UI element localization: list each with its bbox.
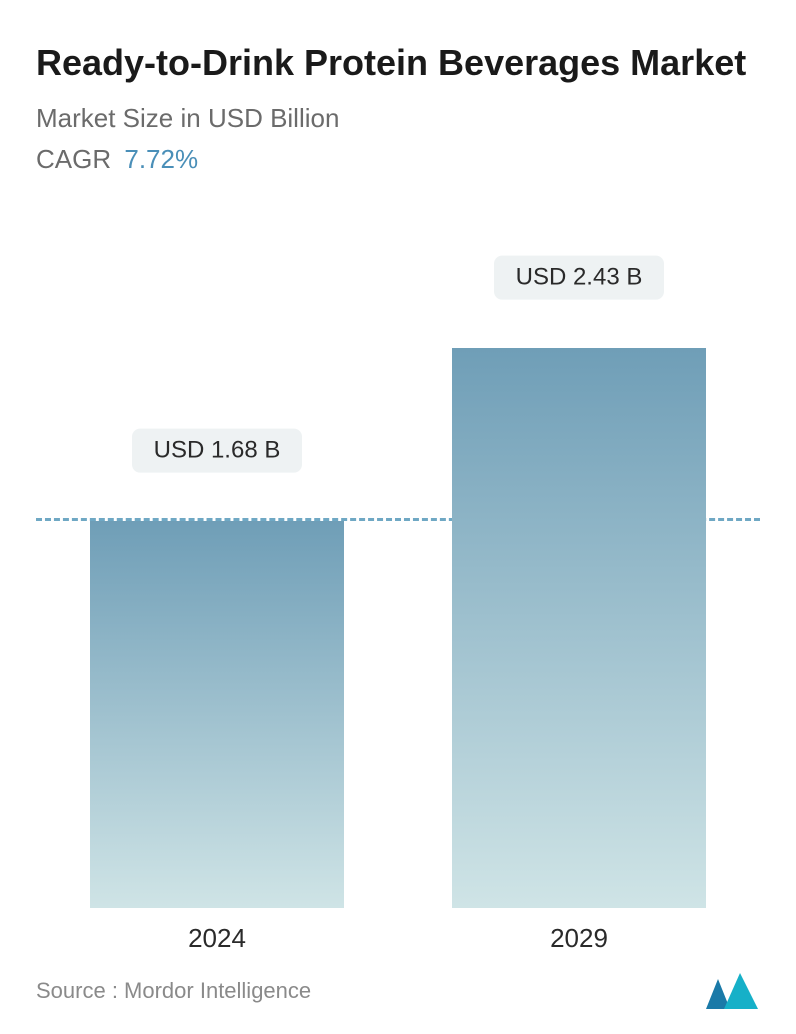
cagr-value: 7.72% (124, 144, 198, 174)
bar-year-label: 2029 (550, 923, 608, 954)
brand-logo-icon (704, 971, 760, 1011)
chart-container: Ready-to-Drink Protein Beverages Market … (0, 0, 796, 1034)
source-text: Source : Mordor Intelligence (36, 978, 311, 1004)
chart-subtitle: Market Size in USD Billion (36, 103, 760, 134)
cagr-line: CAGR 7.72% (36, 144, 760, 175)
bars-row: USD 1.68 B2024USD 2.43 B2029 (36, 225, 760, 908)
bar (452, 348, 707, 908)
chart-title: Ready-to-Drink Protein Beverages Market (36, 40, 760, 85)
bar-value-label: USD 2.43 B (494, 256, 665, 300)
bar-year-label: 2024 (188, 923, 246, 954)
chart-area: USD 1.68 B2024USD 2.43 B2029 (36, 225, 760, 958)
bar-group-2024: USD 1.68 B2024 (58, 225, 377, 908)
bar-value-label: USD 1.68 B (132, 429, 303, 473)
cagr-label: CAGR (36, 144, 111, 174)
bar-group-2029: USD 2.43 B2029 (420, 225, 739, 908)
bar (90, 521, 345, 908)
chart-footer: Source : Mordor Intelligence (36, 968, 760, 1014)
